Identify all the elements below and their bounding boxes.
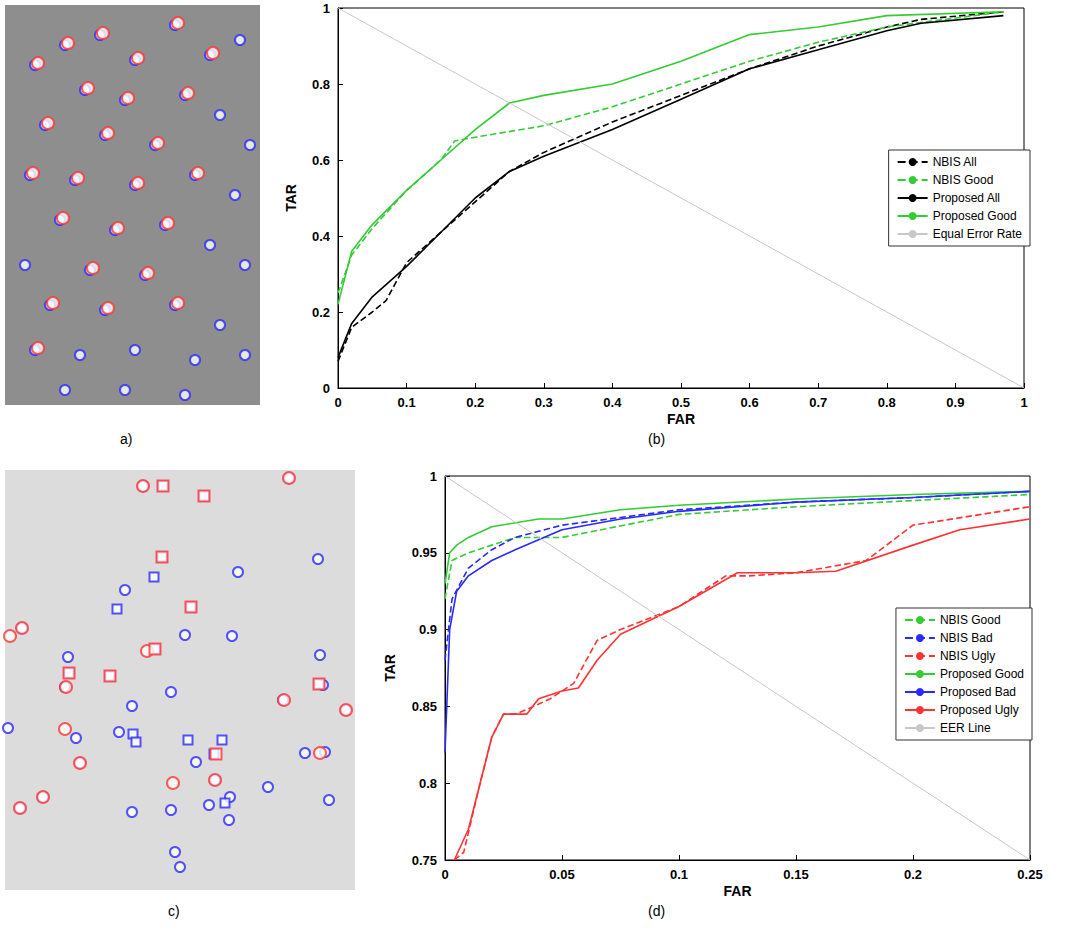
svg-text:0.25: 0.25 [1017, 867, 1042, 882]
svg-text:0: 0 [334, 395, 341, 410]
svg-text:Proposed Bad: Proposed Bad [940, 685, 1016, 699]
svg-text:(d): (d) [648, 903, 665, 919]
svg-text:0.8: 0.8 [419, 776, 437, 791]
svg-text:NBIS Ugly: NBIS Ugly [940, 649, 995, 663]
svg-text:1: 1 [430, 469, 437, 484]
svg-text:0.1: 0.1 [670, 867, 688, 882]
svg-text:Proposed All: Proposed All [933, 191, 1000, 205]
svg-text:NBIS All: NBIS All [933, 155, 977, 169]
svg-text:0.85: 0.85 [412, 699, 437, 714]
svg-text:0.2: 0.2 [312, 305, 330, 320]
svg-text:1: 1 [323, 1, 330, 16]
svg-text:0.4: 0.4 [312, 229, 331, 244]
svg-text:0: 0 [323, 381, 330, 396]
svg-text:1: 1 [1020, 395, 1027, 410]
svg-text:c): c) [168, 903, 180, 919]
svg-text:0.9: 0.9 [946, 395, 964, 410]
svg-text:0.8: 0.8 [312, 77, 330, 92]
svg-text:0.95: 0.95 [412, 545, 437, 560]
svg-text:0.3: 0.3 [535, 395, 553, 410]
svg-text:0: 0 [441, 867, 448, 882]
svg-text:0.75: 0.75 [412, 853, 437, 868]
svg-text:TAR: TAR [382, 654, 398, 682]
svg-text:0.15: 0.15 [783, 867, 808, 882]
svg-text:0.8: 0.8 [878, 395, 896, 410]
svg-text:Proposed Good: Proposed Good [933, 209, 1017, 223]
svg-text:Proposed Ugly: Proposed Ugly [940, 703, 1019, 717]
svg-text:Proposed Good: Proposed Good [940, 667, 1024, 681]
svg-text:0.2: 0.2 [904, 867, 922, 882]
svg-text:TAR: TAR [283, 184, 299, 212]
svg-text:0.7: 0.7 [809, 395, 827, 410]
svg-text:0.1: 0.1 [398, 395, 416, 410]
svg-text:0.4: 0.4 [603, 395, 622, 410]
svg-text:(b): (b) [648, 431, 665, 447]
svg-text:0.9: 0.9 [419, 622, 437, 637]
svg-text:EER Line: EER Line [940, 721, 991, 735]
svg-text:NBIS Good: NBIS Good [940, 613, 1001, 627]
svg-text:0.05: 0.05 [549, 867, 574, 882]
svg-text:0.6: 0.6 [312, 153, 330, 168]
svg-text:0.5: 0.5 [672, 395, 690, 410]
svg-text:NBIS Good: NBIS Good [933, 173, 994, 187]
svg-text:a): a) [120, 431, 132, 447]
svg-text:0.6: 0.6 [741, 395, 759, 410]
svg-text:NBIS Bad: NBIS Bad [940, 631, 993, 645]
svg-text:Equal Error Rate: Equal Error Rate [933, 227, 1023, 241]
svg-text:FAR: FAR [667, 411, 695, 427]
svg-text:FAR: FAR [724, 883, 752, 899]
svg-text:0.2: 0.2 [466, 395, 484, 410]
